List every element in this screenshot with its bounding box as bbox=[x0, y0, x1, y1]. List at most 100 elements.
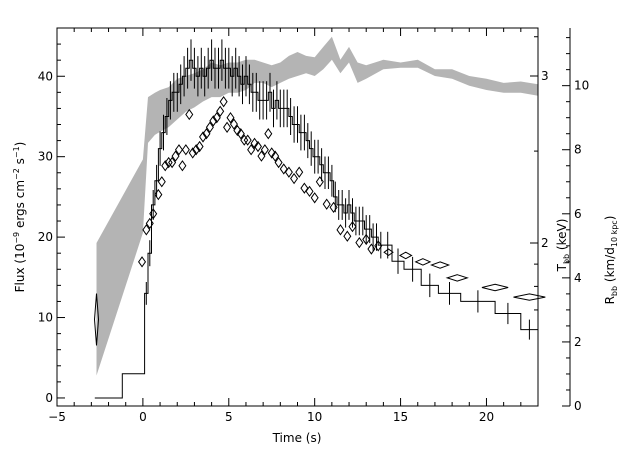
radius-label-part: ) bbox=[603, 216, 617, 221]
radius-diamond bbox=[185, 108, 194, 121]
radius-label-part: (km/d bbox=[603, 247, 617, 286]
radius-diamond bbox=[362, 233, 371, 246]
radius-tick-label: 8 bbox=[574, 143, 582, 157]
radius-diamond bbox=[161, 160, 170, 172]
radius-diamond bbox=[229, 118, 238, 130]
radius-diamond bbox=[343, 230, 352, 242]
temperature-band-layer bbox=[96, 36, 538, 376]
radius-diamond bbox=[398, 251, 413, 260]
flux-tick-label: 30 bbox=[38, 150, 53, 164]
radius-diamond bbox=[260, 144, 269, 156]
x-tick-label: 20 bbox=[479, 410, 494, 424]
temp-tick-label: 3 bbox=[541, 69, 549, 83]
temp-label-sub: bb bbox=[562, 254, 571, 264]
radius-diamond bbox=[305, 185, 314, 198]
radius-tick-label: 6 bbox=[574, 207, 582, 221]
flux-tick-label: 0 bbox=[45, 391, 53, 405]
x-tick-label: 10 bbox=[307, 410, 322, 424]
flux-histogram-layer bbox=[94, 39, 539, 399]
radius-diamond bbox=[209, 115, 218, 127]
radius-diamond bbox=[243, 134, 252, 146]
flux-histogram bbox=[94, 59, 539, 399]
temp-label-part: T bbox=[555, 263, 569, 272]
flux-tick-label: 40 bbox=[38, 69, 53, 83]
radius-label-sub: bb bbox=[610, 286, 619, 296]
radius-tick-label: 10 bbox=[574, 79, 589, 93]
radius-diamond bbox=[145, 217, 154, 230]
flux-label-sup: −2 bbox=[12, 168, 21, 180]
radius-diamond bbox=[348, 220, 357, 233]
radius-diamond bbox=[481, 283, 509, 292]
radius-diamond bbox=[250, 137, 259, 149]
flux-label-sup: −1 bbox=[12, 146, 21, 158]
radius-diamond bbox=[279, 163, 288, 175]
y-axis-label-radius: Rbb (km/d10 kpc) bbox=[603, 216, 619, 305]
radius-diamond bbox=[181, 144, 190, 156]
radius-diamond bbox=[267, 147, 276, 159]
radius-diamond bbox=[216, 105, 225, 117]
radius-diamond bbox=[295, 166, 304, 178]
flux-label-part: Flux (10 bbox=[13, 244, 27, 293]
radius-label-part: R bbox=[603, 296, 617, 304]
radius-diamond bbox=[290, 172, 299, 185]
radius-diamond bbox=[199, 131, 208, 143]
radius-diamond bbox=[195, 140, 204, 153]
radius-diamond bbox=[374, 240, 383, 252]
radius-diamond bbox=[226, 112, 235, 124]
radius-diamond bbox=[223, 121, 232, 133]
radius-diamond bbox=[310, 192, 319, 204]
radius-diamond bbox=[430, 261, 451, 269]
radius-diamond bbox=[205, 121, 214, 133]
flux-tick-label: 10 bbox=[38, 311, 53, 325]
radius-diamond bbox=[315, 176, 324, 188]
radius-diamond bbox=[168, 156, 177, 169]
radius-diamond bbox=[271, 150, 280, 162]
radius-diamond bbox=[219, 96, 228, 108]
temp-tick-label: 2 bbox=[541, 236, 549, 250]
radius-diamond bbox=[355, 236, 364, 249]
temp-label-part: (keV) bbox=[555, 219, 569, 254]
x-tick-label: 5 bbox=[225, 410, 233, 424]
radius-diamond bbox=[142, 224, 151, 236]
radius-diamond bbox=[192, 144, 201, 156]
radius-diamond bbox=[274, 156, 283, 169]
x-tick-label: 15 bbox=[393, 410, 408, 424]
radius-diamond bbox=[300, 182, 309, 194]
radius-diamond bbox=[445, 274, 469, 282]
radius-diamond bbox=[154, 188, 163, 201]
y-axis-label-flux: Flux (10−9 ergs cm−2 s−1) bbox=[12, 142, 27, 293]
radius-diamond bbox=[329, 201, 338, 214]
radius-diamond bbox=[188, 147, 197, 159]
radius-diamond bbox=[236, 128, 245, 140]
radius-diamond bbox=[233, 124, 242, 137]
radius-diamond bbox=[383, 248, 394, 257]
radius-diamond bbox=[240, 134, 249, 146]
radius-label-sub: 10 kpc bbox=[610, 220, 619, 247]
radius-diamond bbox=[247, 144, 256, 156]
radius-tick-label: 2 bbox=[574, 335, 582, 349]
radius-diamond bbox=[284, 166, 293, 178]
radius-diamond-layer bbox=[94, 96, 546, 346]
radius-diamond bbox=[336, 224, 345, 236]
flux-label-sup: −9 bbox=[12, 232, 21, 244]
radius-diamond bbox=[513, 293, 546, 301]
radius-diamond bbox=[253, 140, 263, 153]
radius-diamond bbox=[322, 198, 331, 210]
radius-diamond bbox=[212, 112, 221, 124]
flux-label-part: s bbox=[13, 158, 27, 168]
radius-diamond bbox=[138, 256, 147, 268]
flux-tick-label: 20 bbox=[38, 230, 53, 244]
radius-diamond bbox=[414, 258, 432, 266]
flux-label-part: ergs cm bbox=[13, 180, 27, 232]
y-axis-label-temperature: Tbb (keV) bbox=[555, 219, 571, 273]
radius-diamond bbox=[257, 150, 266, 162]
radius-diamond bbox=[264, 128, 273, 140]
x-axis-label: Time (s) bbox=[272, 431, 322, 445]
flux-label-part: ) bbox=[13, 142, 27, 147]
radius-tick-label: 0 bbox=[574, 399, 582, 413]
radius-tick-label: 4 bbox=[574, 271, 582, 285]
radius-diamond bbox=[174, 144, 183, 156]
temperature-band bbox=[96, 36, 538, 376]
